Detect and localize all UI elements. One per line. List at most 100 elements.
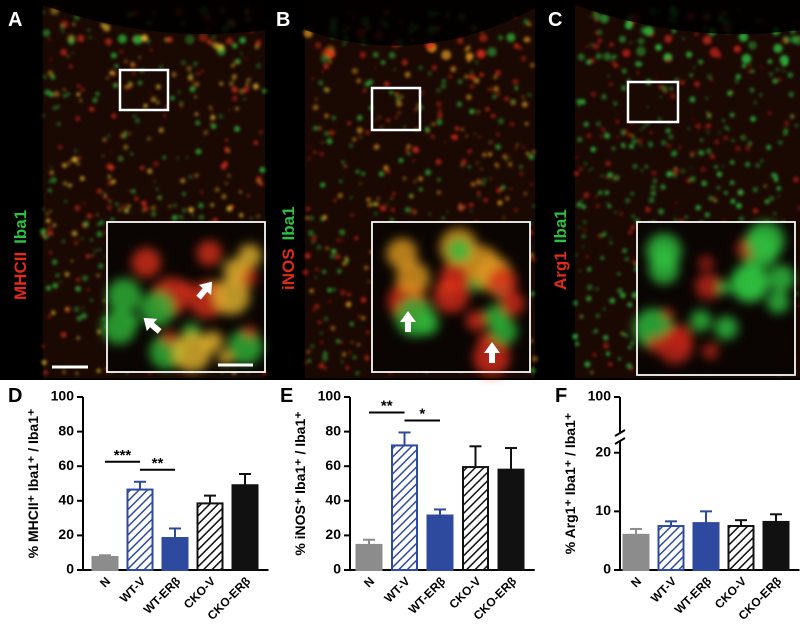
cell <box>617 357 621 361</box>
cell <box>47 230 54 236</box>
cell <box>123 144 129 150</box>
cell <box>470 84 475 89</box>
cell <box>61 239 66 244</box>
cell <box>373 211 378 216</box>
cell <box>684 215 688 219</box>
cell <box>231 86 238 93</box>
cell <box>645 206 651 213</box>
cell <box>701 180 708 187</box>
cell <box>320 331 323 335</box>
cell <box>182 192 186 196</box>
bar-chart: F % Arg1⁺ Iba1⁺ / Iba1⁺ 0 10 20 100 N WT-VWT-ER… <box>555 385 800 623</box>
y-tick-label: 60 <box>325 457 341 473</box>
cell <box>470 70 473 73</box>
cell <box>731 138 735 143</box>
x-tick-label: N <box>97 574 113 590</box>
cell <box>352 68 358 74</box>
cell <box>208 105 213 109</box>
cell <box>109 70 115 76</box>
cell <box>431 134 435 139</box>
cell <box>622 248 628 254</box>
cell <box>80 237 84 241</box>
cell <box>198 214 205 221</box>
cell <box>793 176 799 183</box>
cell <box>581 245 585 248</box>
cell <box>627 132 632 137</box>
cell <box>413 107 418 112</box>
bar-chart: E % iNOS⁺ Iba1⁺ / Iba1⁺ 0 20 40 60 80 100 N WT-VW… <box>280 385 535 623</box>
tissue-edge <box>43 0 265 35</box>
cell <box>573 300 578 306</box>
cell <box>320 182 326 188</box>
cell <box>42 10 46 14</box>
cell <box>374 119 377 122</box>
cell <box>436 119 443 126</box>
cell <box>724 191 728 195</box>
cell <box>593 43 600 50</box>
cell <box>43 234 49 240</box>
cell <box>341 360 344 363</box>
cell <box>460 163 465 167</box>
cell <box>607 74 610 78</box>
cell <box>332 288 337 292</box>
cell <box>371 202 375 206</box>
cell <box>134 196 139 201</box>
cell <box>521 101 528 108</box>
cell <box>745 162 750 167</box>
cell <box>776 186 782 191</box>
cell <box>228 108 231 112</box>
cell <box>156 101 160 104</box>
y-tick-label: 80 <box>58 422 74 438</box>
cell <box>120 203 126 209</box>
significance-label: *** <box>114 447 132 464</box>
cell <box>309 216 314 221</box>
cell <box>124 85 128 89</box>
cell <box>348 351 352 354</box>
cell <box>85 254 90 259</box>
cell <box>127 82 133 88</box>
cell <box>101 154 105 157</box>
cell <box>146 39 151 44</box>
cell <box>243 87 249 93</box>
cell <box>661 139 667 146</box>
cell <box>50 74 56 80</box>
cell <box>359 51 367 59</box>
x-tick-label: WT-ERβ <box>141 574 183 616</box>
cell <box>110 52 117 59</box>
cell <box>583 220 587 224</box>
cell <box>600 234 604 238</box>
y-tick-label: 0 <box>333 561 341 577</box>
cell <box>661 85 667 92</box>
inset-cell <box>665 324 693 352</box>
cell <box>102 137 107 142</box>
cell <box>323 63 329 70</box>
cell <box>764 183 768 188</box>
cell <box>782 70 785 73</box>
cell <box>333 198 337 203</box>
cell <box>147 168 153 174</box>
cell <box>631 135 636 139</box>
cell <box>509 121 515 127</box>
x-tick-label: N <box>361 574 377 590</box>
cell <box>103 192 107 196</box>
micrograph: A MHCII Iba1 <box>8 0 267 378</box>
cell <box>473 77 480 84</box>
cell <box>646 105 649 109</box>
cell <box>440 83 447 89</box>
y-tick-label: 80 <box>325 422 341 438</box>
cell <box>590 58 595 63</box>
cell <box>689 73 694 78</box>
cell <box>797 205 800 211</box>
cell <box>225 182 228 185</box>
cell <box>373 66 377 69</box>
cell <box>590 91 597 98</box>
cell <box>41 360 47 366</box>
cell <box>479 72 484 77</box>
cell <box>42 114 45 117</box>
cell <box>329 129 336 136</box>
cell <box>172 203 178 208</box>
cell <box>246 77 251 82</box>
cell <box>735 145 741 152</box>
cell <box>658 208 664 215</box>
cell <box>519 46 523 50</box>
